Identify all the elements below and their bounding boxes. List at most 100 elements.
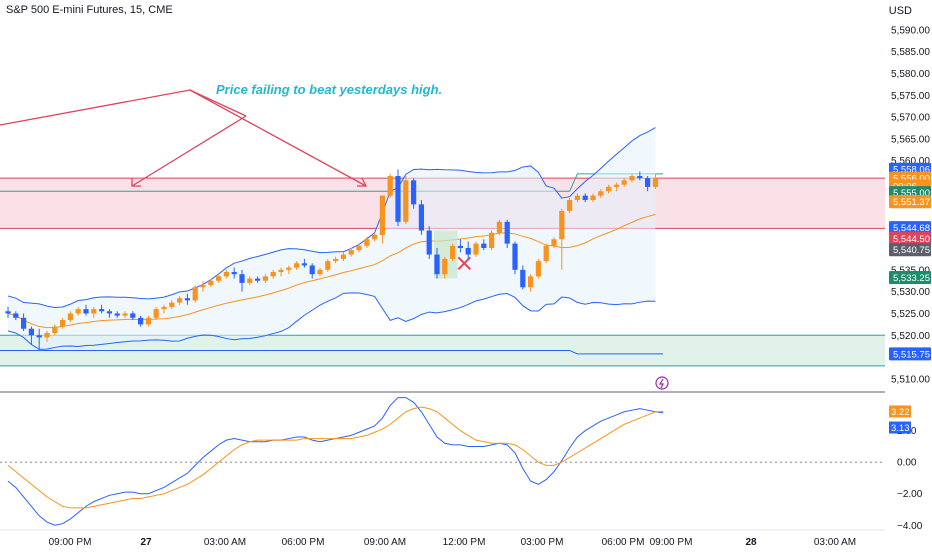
candle: [270, 272, 276, 277]
price-tick-label: 5,590.00: [891, 25, 930, 36]
price-tick-label: 5,565.00: [891, 134, 930, 145]
candle: [473, 243, 479, 255]
flash-icon: [658, 378, 664, 389]
candle: [192, 287, 198, 301]
macd-badge: [889, 405, 911, 418]
candle: [216, 276, 222, 281]
time-tick-label: 28: [745, 537, 757, 548]
candle: [582, 195, 588, 200]
candle: [161, 306, 167, 310]
time-tick-label: 09:00 AM: [364, 537, 406, 548]
macd-tick-label: −2.00: [897, 489, 923, 500]
price-tick-label: 5,525.00: [891, 309, 930, 320]
candle: [231, 272, 237, 275]
candle: [262, 276, 268, 281]
candle: [75, 309, 81, 314]
candle: [325, 261, 331, 270]
price-badge: [889, 221, 931, 235]
candle: [465, 248, 471, 255]
candle: [442, 258, 448, 275]
candle: [255, 278, 261, 281]
arrow-head-left: [131, 178, 141, 187]
candle: [559, 210, 565, 240]
candle: [83, 309, 89, 314]
time-tick-label: 06:00 PM: [282, 537, 325, 548]
candle: [652, 178, 658, 187]
price-badge-label: 5,556.00: [893, 174, 930, 185]
candle: [613, 184, 619, 187]
candle: [645, 178, 651, 187]
time-tick-label: 09:00 PM: [49, 537, 92, 548]
candle: [99, 309, 105, 312]
bollinger-basis: [7, 213, 656, 329]
currency-label: USD: [888, 5, 912, 17]
price-badge-label: 5,544.50: [893, 234, 930, 245]
candle: [356, 245, 362, 251]
signal-line: [7, 406, 664, 509]
candle: [457, 245, 463, 248]
arrow-head-right: [357, 177, 368, 187]
price-tick-label: 5,585.00: [891, 47, 930, 58]
candle: [5, 311, 11, 314]
time-tick-label: 03:00 AM: [814, 537, 856, 548]
candle: [122, 313, 128, 316]
price-tick-label: 5,560.00: [891, 156, 930, 167]
candle: [317, 269, 323, 275]
candle: [395, 176, 401, 222]
annotation-arrow-line: [0, 89, 247, 126]
symbol-title: S&P 500 E-mini Futures, 15, CME: [6, 4, 173, 16]
bollinger-lower: [7, 292, 656, 350]
candle: [239, 274, 245, 283]
candle: [294, 263, 300, 268]
candle: [21, 317, 27, 329]
time-tick-label: 03:00 PM: [521, 537, 564, 548]
price-badge: [889, 243, 931, 257]
candle: [372, 234, 378, 240]
candle: [247, 278, 253, 283]
price-badge-label: 5,533.25: [893, 273, 930, 284]
macd-badge-label: 3.22: [891, 407, 910, 418]
bollinger-upper: [7, 127, 656, 309]
candle: [348, 250, 354, 255]
candle: [177, 298, 183, 303]
time-tick-label: 09:00 PM: [650, 537, 693, 548]
price-badge: [889, 195, 931, 209]
candle: [543, 245, 549, 262]
candle: [567, 200, 573, 211]
candle: [481, 243, 487, 248]
macd-line: [7, 397, 664, 526]
candle: [200, 285, 206, 288]
candle: [67, 313, 73, 320]
flash-icon: [655, 376, 669, 390]
candle: [36, 335, 42, 338]
annotation-text: Price failing to beat yesterdays high.: [216, 82, 443, 97]
trade-box: [434, 230, 458, 279]
candle: [364, 239, 370, 246]
candle: [418, 204, 424, 231]
price-tick-label: 5,570.00: [891, 113, 930, 124]
candle: [208, 280, 214, 286]
candle: [629, 176, 635, 181]
price-tick-label: 5,575.00: [891, 91, 930, 102]
blue-level-line: [0, 350, 664, 355]
candle: [333, 258, 339, 262]
candle: [590, 195, 596, 200]
candle: [411, 180, 417, 205]
price-badge: [889, 231, 931, 245]
candle: [223, 272, 229, 277]
candle: [340, 254, 346, 259]
candle: [387, 176, 393, 196]
price-tick-label: 5,520.00: [891, 331, 930, 342]
candle: [574, 195, 580, 200]
price-badge-label: 5,540.75: [893, 245, 930, 256]
macd-badge-label: 3.13: [891, 423, 910, 434]
candle: [379, 195, 385, 235]
price-badge-label: 5,515.75: [893, 349, 930, 360]
candle: [184, 298, 190, 301]
candle: [496, 221, 502, 233]
macd-tick-label: −4.00: [897, 521, 923, 532]
candle: [450, 245, 456, 259]
candle: [551, 239, 557, 246]
